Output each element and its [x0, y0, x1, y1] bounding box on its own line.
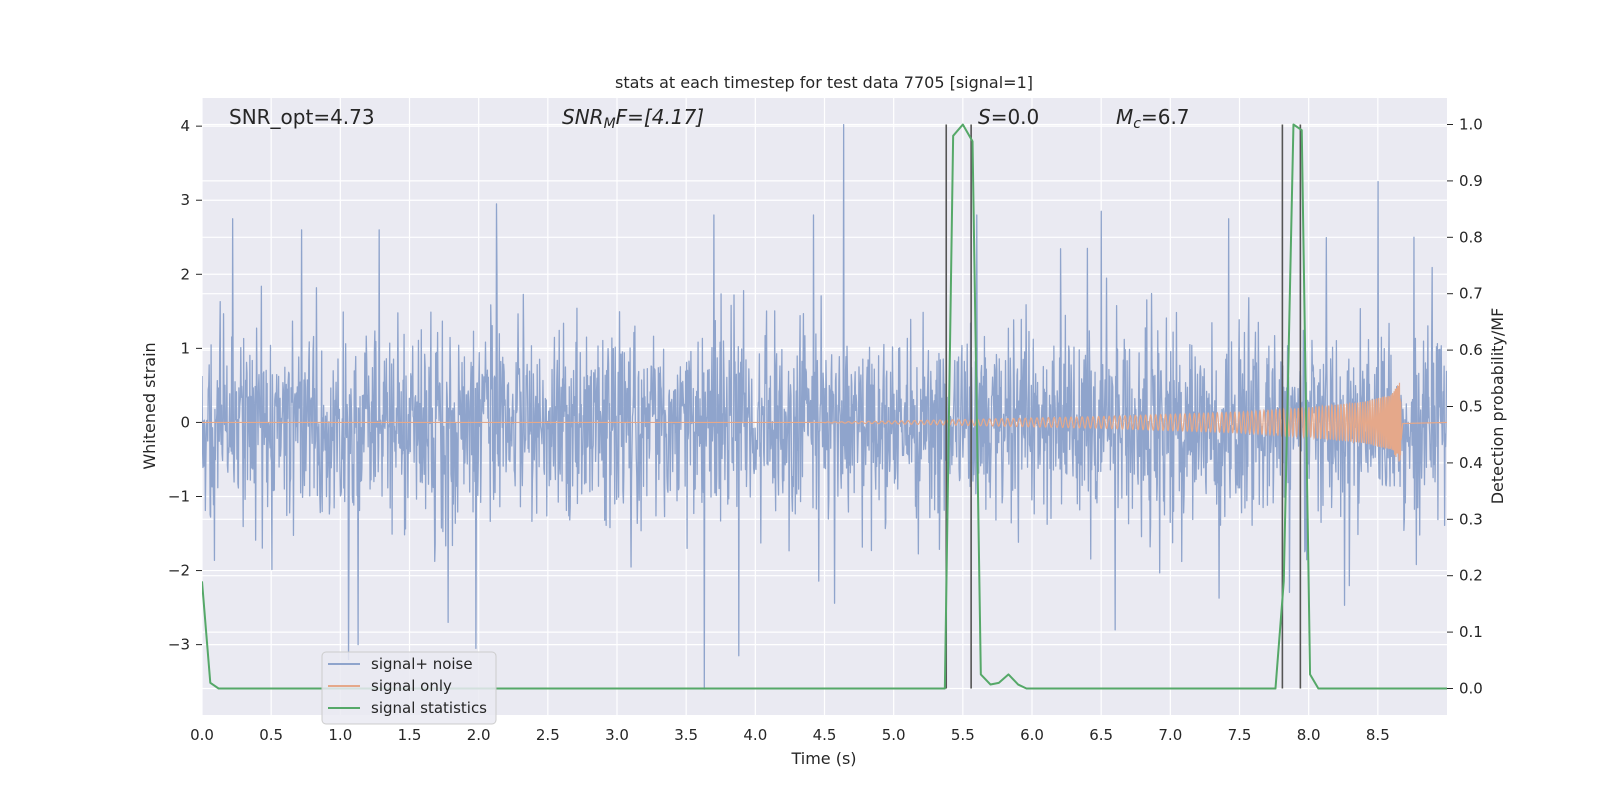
snr-mf-rest: F=[4.17]	[616, 105, 704, 129]
x-tick-label: 6.5	[1089, 726, 1113, 744]
x-tick-label: 8.5	[1366, 726, 1390, 744]
s-rest: =0.0	[991, 105, 1040, 129]
x-tick-label: 1.5	[398, 726, 422, 744]
y-right-tick-label: 0.5	[1459, 398, 1483, 416]
y-left-tick-label: 1	[180, 339, 190, 357]
x-tick-label: 4.5	[813, 726, 837, 744]
x-tick-label: 2.5	[536, 726, 560, 744]
x-tick-label: 7.0	[1158, 726, 1182, 744]
y-left-tick-label: 0	[180, 413, 190, 431]
s-var: S	[978, 105, 991, 129]
y-right-tick-label: 0.6	[1459, 341, 1483, 359]
y-left-tick-label: 2	[180, 265, 190, 283]
y-left-tick-label: 3	[180, 191, 190, 209]
x-tick-label: 6.0	[1020, 726, 1044, 744]
y-left-tick-label: 4	[180, 117, 190, 135]
x-tick-label: 5.0	[882, 726, 906, 744]
y-right-tick-label: 0.2	[1459, 567, 1483, 585]
x-axis-label: Time (s)	[790, 749, 856, 768]
y-left-axis-ticks: 4 3 2 1 0 −1 −2 −3	[168, 117, 202, 654]
y-left-axis-label: Whitened strain	[140, 342, 159, 469]
x-tick-label: 2.0	[467, 726, 491, 744]
legend-box	[321, 651, 497, 725]
x-axis-ticks: 0.0 0.5 1.0 1.5 2.0 2.5 3.0 3.5 4.0 4.5 5.0 5.5 6.0 6…	[190, 726, 1390, 744]
mc-annotation: Mc=6.7	[1116, 105, 1190, 132]
signal-noise-line	[202, 124, 1447, 690]
legend-label-signal-noise: signal+ noise	[371, 655, 473, 673]
x-tick-label: 3.0	[605, 726, 629, 744]
y-right-tick-label: 0.3	[1459, 510, 1483, 528]
snr-mf-base: SNR	[562, 105, 604, 129]
x-tick-label: 4.0	[743, 726, 767, 744]
legend-label-signal-only: signal only	[371, 677, 452, 695]
snr-mf-sub: M	[604, 116, 616, 132]
y-right-tick-label: 0.1	[1459, 623, 1483, 641]
x-tick-label: 0.5	[259, 726, 283, 744]
y-right-tick-label: 0.7	[1459, 285, 1483, 303]
signal-noise-series	[202, 124, 1447, 690]
x-tick-label: 3.5	[674, 726, 698, 744]
chart-title: stats at each timestep for test data 770…	[615, 73, 1033, 92]
x-tick-label: 5.5	[951, 726, 975, 744]
s-annotation: S=0.0	[978, 105, 1039, 129]
snr-opt-annotation: SNR_opt=4.73	[229, 105, 375, 129]
y-left-tick-label: −3	[168, 636, 190, 654]
y-left-tick-label: −1	[168, 487, 190, 505]
legend-label-signal-statistics: signal statistics	[371, 699, 487, 717]
snr-mf-annotation: SNRMF=[4.17]	[562, 105, 704, 132]
y-left-tick-label: −2	[168, 562, 190, 580]
y-right-tick-label: 0.4	[1459, 454, 1483, 472]
x-tick-label: 0.0	[190, 726, 214, 744]
y-right-axis-label: Detection probability/MF	[1488, 308, 1507, 505]
signal-only-series	[202, 382, 1447, 462]
x-tick-label: 8.0	[1297, 726, 1321, 744]
y-right-tick-label: 0.8	[1459, 228, 1483, 246]
x-tick-label: 7.5	[1228, 726, 1252, 744]
legend: signal+ noise signal only signal statist…	[321, 651, 497, 725]
y-right-tick-label: 0.0	[1459, 679, 1483, 697]
y-right-tick-label: 0.9	[1459, 172, 1483, 190]
y-right-axis-ticks: 0.0 0.1 0.2 0.3 0.4 0.5 0.6 0.7 0.8 0.9 1.0	[1447, 116, 1483, 697]
mc-sub: c	[1133, 116, 1141, 132]
x-tick-label: 1.0	[328, 726, 352, 744]
mc-var: M	[1116, 105, 1133, 129]
y-right-tick-label: 1.0	[1459, 116, 1483, 134]
signal-only-line	[202, 382, 1447, 462]
mc-rest: =6.7	[1141, 105, 1190, 129]
